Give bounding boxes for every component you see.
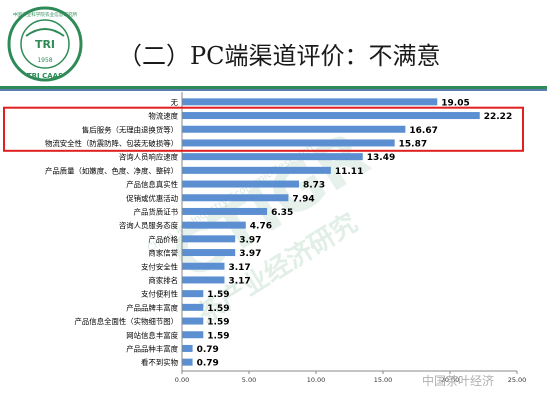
bar [182,153,363,161]
category-label: 物流安全性（防震防降、包装无破损等） [45,139,178,148]
bar [182,166,331,174]
x-tick-label: 5.00 [242,376,256,384]
bar [182,194,289,202]
bar [182,112,480,120]
header-band-blue [0,89,547,91]
bar [182,235,236,243]
bar [182,276,225,284]
category-label: 产品品种丰富度 [126,344,178,353]
value-label: 3.97 [239,235,261,245]
value-label: 3.17 [228,276,250,286]
bar [182,331,204,339]
value-label: 3.97 [239,249,261,259]
header-band-green [0,86,547,89]
category-label: 支付便利性 [141,290,178,299]
value-label: 15.87 [399,139,427,149]
x-tick-label: 0.00 [175,376,189,384]
bar [182,358,193,366]
bar [182,290,204,298]
bar [182,139,395,147]
x-tick-label: 20.00 [441,376,460,384]
category-label: 产品信息全面性（实物细节图） [75,317,178,326]
category-label: 产品信息真实性 [126,180,178,189]
category-label: 售后服务（无理由退换货等） [82,125,178,134]
highlight-box [3,106,524,152]
x-tick-label: 15.00 [374,376,393,384]
logo-center-text: TRI [35,38,55,51]
bar [182,303,204,311]
logo-top-text: 中国农业科学院农业信息研究所 [13,11,78,18]
bar [182,262,225,270]
bar [182,125,406,133]
logo-bottom-text: TRI CAAS [27,72,63,80]
category-label: 产品质量（如嫩度、色度、净度、整碎） [45,166,178,175]
bar [182,98,438,106]
category-label: 看不到实物 [141,358,179,367]
category-label: 咨询人员服务态度 [119,221,179,230]
value-label: 1.59 [207,304,229,314]
value-label: 4.76 [250,222,272,232]
category-label: 物流速度 [148,112,178,121]
bar [182,344,193,352]
logo-year: 1958 [37,57,52,64]
x-tick-label: 25.00 [508,376,527,384]
chart-area: CTIGR 茶产业经济研究 China Tea Industry Economi… [0,92,547,409]
category-label: 支付安全性 [141,262,178,271]
bar [182,317,204,325]
value-label: 1.59 [207,290,229,300]
value-label: 19.05 [441,98,469,108]
category-label: 商家信誉 [148,249,178,258]
bar-chart: CTIGR 茶产业经济研究 China Tea Industry Economi… [3,92,527,384]
bars-layer: 无 19.05 物流速度 22.22 售后服务（无理由退换货等） 16.67 物流安全性（防… [45,98,512,369]
value-label: 1.59 [207,318,229,328]
category-label: 商家排名 [148,276,178,285]
wechat-watermark: 中国茶叶经济 [422,374,495,388]
value-label: 22.22 [484,112,512,122]
tri-caas-logo: TRI 1958 TRI CAAS 中国农业科学院农业信息研究所 [7,6,83,82]
bar [182,221,246,229]
bar [182,249,236,257]
bar [182,180,299,188]
value-label: 16.67 [409,126,437,136]
bar [182,207,268,215]
category-label: 产品货质证书 [134,207,179,216]
value-label: 13.49 [367,153,395,163]
value-label: 0.79 [197,345,219,355]
category-label: 无 [171,98,179,107]
category-label: 网站信息丰富度 [126,331,178,340]
axis-layer: 0.00 5.00 10.00 15.00 20.00 25.00 [175,92,527,384]
slide-header: TRI 1958 TRI CAAS 中国农业科学院农业信息研究所 （二）PC端渠… [0,0,547,96]
value-label: 11.11 [335,167,363,177]
slide-title: （二）PC端渠道评价：不满意 [118,42,441,70]
value-label: 7.94 [292,194,314,204]
value-label: 3.17 [228,263,250,273]
category-label: 产品品牌丰富度 [126,303,178,312]
category-label: 咨询人员响应速度 [119,153,179,162]
category-label: 产品价格 [148,235,178,244]
value-label: 6.35 [271,208,293,218]
category-label: 促销或优惠活动 [126,194,178,203]
x-tick-label: 10.00 [307,376,326,384]
value-label: 0.79 [197,359,219,369]
value-label: 8.73 [303,181,325,191]
value-label: 1.59 [207,331,229,341]
